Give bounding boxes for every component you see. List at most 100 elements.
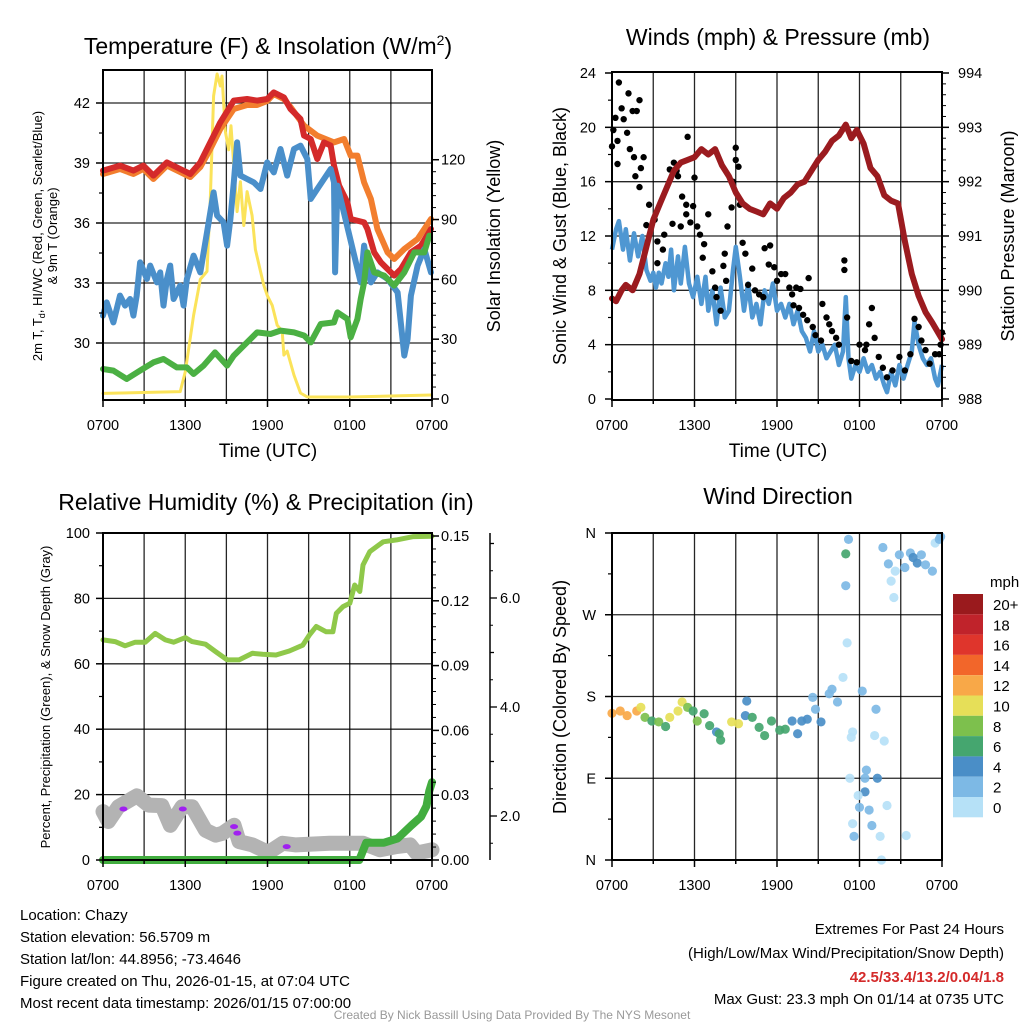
figure-created: Figure created on Thu, 2026-01-15, at 07… [20, 973, 350, 990]
series-relative-humidity [100, 533, 435, 663]
temperature-series [100, 72, 434, 399]
gust-point [739, 239, 746, 246]
extremes-values: 42.5/33.4/13.2/0.04/1.8 [850, 969, 1004, 986]
winds-y-title: Sonic Wind & Gust (Blue, Black) [550, 107, 570, 365]
humidity-panel: Relative Humidity (%) & Precipitation (i… [38, 489, 520, 894]
gust-point [632, 173, 639, 180]
direction-point [842, 638, 852, 648]
gust-point [618, 105, 625, 112]
y2-tick-label: 994 [958, 66, 982, 82]
gust-point [817, 337, 825, 344]
humidity-series [95, 533, 440, 864]
gust-point [865, 321, 873, 328]
station-latlon: Station lat/lon: 44.8956; -73.4646 [20, 951, 241, 968]
humidity-axes: 0700 1300 1900 0100 0700 100 80 60 40 20 0 0.15 0.12… [66, 526, 520, 894]
x-tick-label: 1900 [251, 418, 283, 434]
gust-point [841, 266, 848, 274]
max-gust: Max Gust: 23.3 mph On 01/14 at 0735 UTC [714, 991, 1004, 1008]
gust-point [683, 201, 690, 208]
gust-point [689, 202, 697, 210]
temperature-y-title-line1: 2m T, Td, HI/WC (Red, Green, Scarlet/Blu… [30, 111, 47, 361]
y2-tick-label: 0.12 [441, 594, 469, 610]
snow-marker [178, 806, 187, 812]
direction-point [747, 712, 757, 722]
gust-point [684, 133, 691, 141]
gust-point [691, 174, 698, 181]
direction-point [886, 576, 896, 586]
speed-legend-title: mph [990, 574, 1019, 591]
x-tick-label: 1300 [678, 418, 710, 434]
direction-point [654, 717, 664, 727]
y-tick-label: 100 [66, 526, 90, 542]
direction-point [870, 730, 880, 741]
y-tick-label: 80 [74, 591, 90, 607]
legend-label: 4 [993, 759, 1001, 776]
legend-swatch [953, 634, 983, 655]
y-tick-label: 16 [580, 175, 596, 191]
gust-point [771, 264, 778, 271]
direction-point [665, 712, 675, 722]
gust-point [782, 270, 789, 278]
snow-axis-tick-label: 4.0 [500, 700, 520, 716]
y-tick-label: 0 [588, 392, 596, 408]
direction-point [780, 724, 790, 734]
gust-point [863, 341, 870, 348]
direction-point [845, 773, 855, 783]
legend-swatch [953, 594, 983, 615]
gust-point [926, 360, 933, 367]
direction-point [647, 716, 657, 726]
direction-point [854, 802, 865, 812]
direction-point [860, 773, 870, 783]
gust-point [614, 137, 621, 145]
y2-tick-label: 992 [958, 175, 982, 191]
gust-point [626, 145, 634, 153]
gust-point [636, 183, 643, 191]
legend-label: 14 [993, 658, 1010, 675]
direction-point [754, 722, 764, 732]
y-tick-label: 20 [580, 120, 596, 136]
gust-point [722, 277, 730, 285]
direction-point [853, 790, 863, 801]
x-tick-label: 0700 [87, 878, 119, 894]
direction-point [841, 549, 851, 559]
direction-point [636, 702, 646, 713]
direction-point [890, 566, 900, 576]
direction-point [861, 765, 871, 775]
gust-point [670, 159, 678, 166]
gust-point [853, 359, 860, 366]
gust-point [790, 302, 797, 309]
direction-point [878, 542, 888, 553]
direction-point [875, 831, 885, 841]
y-tick-label: W [582, 608, 596, 624]
direction-point [832, 697, 843, 707]
snow-axis-tick-label: 6.0 [500, 591, 520, 607]
gust-point [832, 334, 840, 342]
gust-point [826, 321, 833, 328]
y-tick-label: 40 [74, 722, 90, 738]
gust-point [760, 293, 767, 301]
gust-point [674, 173, 682, 180]
legend-label: 8 [993, 719, 1001, 736]
wind-direction-panel: Wind Direction 0700 1300 1900 0100 0700NWSEN… [550, 483, 1019, 894]
legend-swatch [953, 614, 983, 635]
x-tick-label: 1900 [251, 878, 283, 894]
y-tick-label: 60 [74, 657, 90, 673]
gust-point [717, 307, 724, 314]
gust-point [705, 211, 712, 218]
gust-point [875, 353, 882, 361]
direction-point [883, 559, 893, 569]
gust-point [732, 156, 739, 164]
direction-point [787, 716, 797, 726]
direction-point [916, 550, 926, 560]
gust-point [614, 160, 621, 168]
direction-point [802, 714, 812, 724]
gust-point [823, 314, 830, 321]
y2-tick-label: 0.06 [441, 723, 469, 739]
y2-tick-label: 0.00 [441, 853, 469, 869]
legend-label: 6 [993, 739, 1001, 756]
gust-point [804, 317, 811, 324]
direction-point [900, 562, 910, 573]
y-tick-label: N [586, 853, 596, 869]
gust-point [901, 367, 909, 374]
